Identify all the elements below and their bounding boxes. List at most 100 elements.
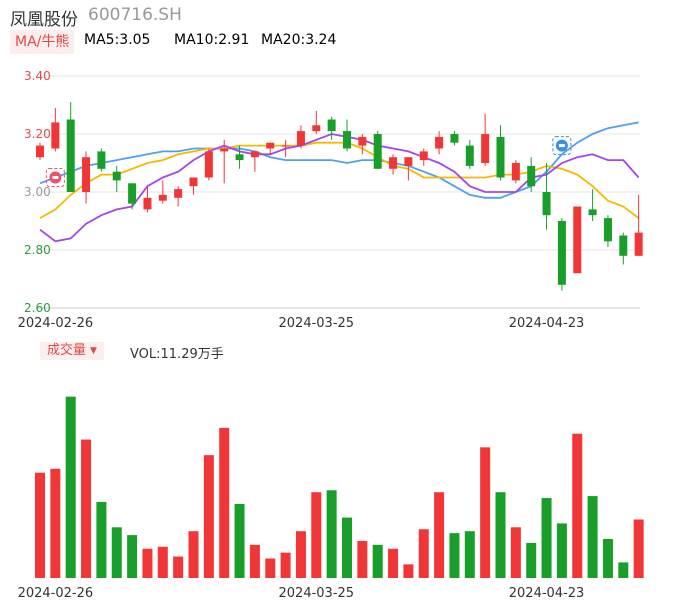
volume-bars [35,396,644,578]
candle-body [51,122,60,149]
volume-bar [587,496,598,578]
volume-bar [418,529,429,578]
candle [511,160,520,184]
ma-indicator-selector[interactable]: MA/牛熊 [10,30,75,54]
candle-body [143,197,152,210]
candle [82,151,91,204]
volume-bar [234,503,245,578]
date-tick-label: 2024-04-23 [509,316,585,331]
marker-glyph [558,144,565,148]
volume-bar [372,544,383,578]
price-tick-label: 3.00 [24,185,51,199]
price-grid [38,75,640,309]
volume-date-axis: 2024-02-26 2024-03-25 2024-04-23 [18,586,585,601]
candle [634,194,643,256]
candle-body [312,125,321,132]
candle [220,139,229,184]
candle [542,163,551,230]
candle-body [235,154,244,161]
candle [312,110,321,134]
candle [174,186,183,207]
candle [36,142,44,161]
candle-body [496,136,505,178]
volume-bar [265,558,276,578]
candle-body [220,148,229,152]
volume-bar [219,427,230,578]
candle-body [373,134,382,169]
date-tick-label: 2024-04-23 [509,586,585,601]
candle-body [450,134,459,143]
candle-body [465,145,474,166]
date-tick-label: 2024-02-26 [18,316,94,331]
candle [97,148,106,172]
bear-badge-icon [45,168,65,187]
candle [358,134,367,155]
ma20-readout: MA20:3.24 [261,32,337,48]
price-tick-label: 3.40 [24,69,51,83]
volume-bar [434,492,445,578]
candle [389,154,398,175]
volume-readout: VOL:11.29万手 [130,347,224,362]
volume-bar [173,556,184,578]
volume-bar [280,552,291,578]
volume-bar [342,517,352,578]
volume-bar [142,548,153,578]
candle-body [36,145,44,158]
candle [296,125,305,149]
candle [419,148,428,166]
ma10-line [39,141,640,219]
price-tick-label: 2.80 [24,243,51,257]
ma10-readout: MA10:2.91 [174,32,250,48]
candle-body [296,131,305,146]
volume-bar [357,540,368,578]
candle-body [343,131,351,149]
ma20-line [39,121,639,199]
volume-bar [495,492,506,578]
candle-body [619,235,628,256]
candle [189,177,198,195]
volume-bar [541,498,552,578]
candle-body [573,206,582,274]
volume-bar [35,472,45,578]
candle-body [158,194,167,201]
marker-frame [552,136,572,156]
bull-badge-icon [552,136,572,156]
candle [235,145,244,169]
candle-body [66,119,75,192]
candle-body [128,183,137,204]
candle [573,206,582,274]
volume-bar [572,433,583,578]
candle [603,215,612,248]
volume-label: 成交量 [47,343,87,358]
price-date-axis: 2024-02-26 2024-03-25 2024-04-23 [18,316,585,331]
stock-name: 凤凰股份 [10,10,78,30]
volume-bar [111,527,122,578]
candle-body [82,157,91,192]
volume-bar [510,527,521,578]
date-tick-label: 2024-02-26 [18,586,94,601]
candle [250,151,259,172]
candle-body [542,192,551,216]
candle-body [634,232,643,256]
candle-body [266,142,275,149]
candle [143,186,152,213]
candle-body [389,157,398,169]
candle-body [557,221,566,285]
candle [619,232,628,265]
volume-bar [633,519,644,578]
candle [343,119,351,152]
ma5-line [39,133,640,243]
candle-body [527,165,536,187]
volume-indicator-selector[interactable]: 成交量 ▼ [40,342,104,360]
volume-bar [188,531,199,578]
candle [51,107,60,152]
candle [588,189,597,221]
candle-body [358,136,367,146]
price-tick-label: 3.20 [24,127,51,141]
candle [404,157,413,181]
volume-bar [65,396,76,578]
candle-body [481,134,490,163]
candle [158,180,167,204]
candle-body [112,171,121,181]
